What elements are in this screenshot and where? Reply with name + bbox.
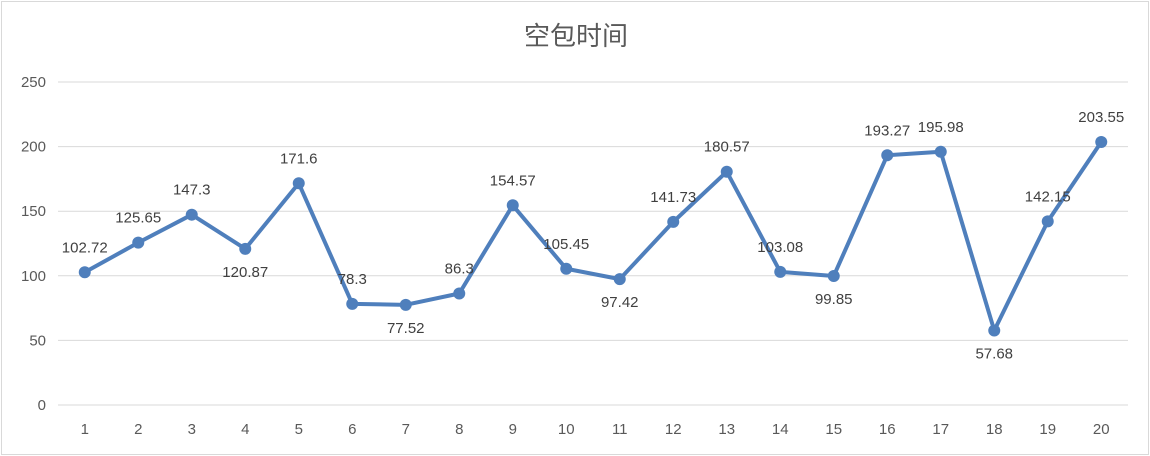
data-point [613, 273, 626, 286]
data-label: 195.98 [918, 119, 964, 136]
data-point [667, 215, 680, 228]
data-point [934, 145, 947, 158]
y-axis-ticks: 0 50 100 150 200 250 [21, 74, 46, 414]
x-tick-label: 8 [455, 421, 463, 438]
data-label: 77.52 [387, 320, 425, 337]
series-layer [78, 136, 1108, 337]
x-tick-label: 9 [509, 421, 517, 438]
data-point [185, 208, 198, 221]
data-label: 141.73 [650, 189, 696, 206]
y-tick-label: 250 [21, 74, 46, 91]
y-tick-label: 200 [21, 139, 46, 156]
data-point [453, 287, 466, 300]
data-point [1095, 136, 1108, 149]
data-label: 142.15 [1025, 188, 1071, 205]
x-tick-label: 15 [825, 421, 842, 438]
data-label: 125.65 [115, 210, 161, 227]
series-line [82, 140, 1104, 333]
y-tick-label: 100 [21, 268, 46, 285]
data-label: 86.3 [445, 261, 474, 278]
data-label: 147.3 [173, 182, 211, 199]
data-label: 171.6 [280, 150, 318, 167]
data-labels: 102.72 125.65 147.3 120.87 171.6 78.3 77.52 86.… [62, 109, 1124, 362]
x-tick-label: 3 [188, 421, 196, 438]
chart-title: 空包时间 [524, 22, 628, 52]
y-tick-label: 150 [21, 203, 46, 220]
data-label: 105.45 [543, 236, 589, 253]
y-tick-label: 0 [38, 397, 46, 414]
data-point [827, 269, 840, 282]
data-point [506, 199, 519, 212]
data-point [1041, 215, 1054, 228]
data-label: 103.08 [757, 239, 803, 256]
x-tick-label: 11 [612, 421, 628, 438]
data-label: 120.87 [222, 264, 268, 281]
data-point [132, 236, 145, 249]
x-tick-label: 10 [558, 421, 575, 438]
x-tick-label: 19 [1039, 421, 1056, 438]
x-tick-label: 6 [348, 421, 356, 438]
data-point [292, 177, 305, 190]
data-point [78, 266, 91, 279]
data-label: 97.42 [601, 294, 639, 311]
x-tick-label: 20 [1093, 421, 1110, 438]
x-tick-label: 14 [772, 421, 789, 438]
y-tick-label: 50 [29, 332, 46, 349]
data-point [560, 262, 573, 275]
x-tick-label: 5 [295, 421, 303, 438]
data-point [774, 265, 787, 278]
x-tick-label: 16 [879, 421, 896, 438]
x-tick-label: 4 [241, 421, 249, 438]
data-label: 99.85 [815, 291, 853, 308]
x-tick-label: 18 [986, 421, 1003, 438]
x-tick-label: 7 [402, 421, 410, 438]
data-point [988, 324, 1001, 337]
x-tick-label: 1 [81, 421, 89, 438]
x-tick-label: 13 [718, 421, 735, 438]
data-point [720, 165, 733, 178]
data-label: 193.27 [864, 122, 910, 139]
data-point [346, 297, 359, 310]
data-label: 57.68 [975, 345, 1013, 362]
data-label: 78.3 [338, 271, 367, 288]
data-label: 203.55 [1078, 109, 1124, 126]
data-label: 102.72 [62, 239, 108, 256]
data-point [399, 298, 412, 311]
x-axis-ticks: 1 2 3 4 5 6 7 8 9 10 11 12 13 14 15 16 17 18 19 20 [81, 421, 1110, 438]
data-label: 180.57 [704, 139, 750, 156]
data-point [239, 242, 252, 255]
data-label: 154.57 [490, 172, 536, 189]
x-tick-label: 17 [932, 421, 949, 438]
x-tick-label: 2 [134, 421, 142, 438]
x-tick-label: 12 [665, 421, 682, 438]
data-point [881, 149, 894, 162]
